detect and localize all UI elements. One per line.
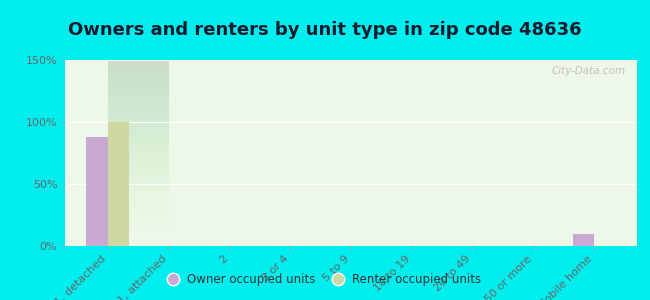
- Bar: [108, 122, 129, 246]
- Bar: [86, 137, 108, 246]
- Legend: Owner occupied units, Renter occupied units: Owner occupied units, Renter occupied un…: [164, 269, 486, 291]
- Bar: [573, 234, 594, 246]
- Text: City-Data.com: City-Data.com: [551, 66, 625, 76]
- Text: Owners and renters by unit type in zip code 48636: Owners and renters by unit type in zip c…: [68, 21, 582, 39]
